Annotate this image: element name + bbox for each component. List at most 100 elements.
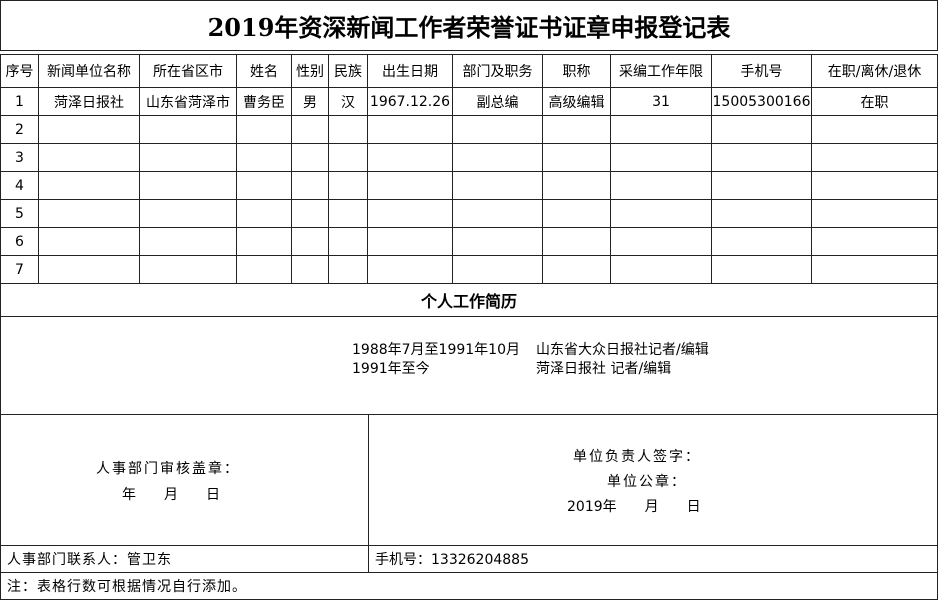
- hr-stamp: 人事部门审核盖章：: [96, 461, 240, 477]
- table-cell: [542, 199, 611, 228]
- table-cell: [711, 227, 812, 256]
- table-cell: [38, 227, 140, 256]
- table-cell: [328, 227, 368, 256]
- table-cell: [236, 115, 292, 144]
- title: 2019年资深新闻工作者荣誉证书证章申报登记表: [0, 0, 938, 51]
- header-cell: 性别: [291, 54, 329, 88]
- table-cell: [291, 143, 329, 172]
- table-cell: [452, 115, 543, 144]
- table-cell: 副总编: [452, 87, 543, 116]
- table-cell: 31: [610, 87, 712, 116]
- table-cell: 汉: [328, 87, 368, 116]
- table-cell: [328, 115, 368, 144]
- header-cell: 采编工作年限: [610, 54, 712, 88]
- table-cell: 4: [0, 171, 39, 200]
- table-cell: [610, 255, 712, 284]
- resume-box: [0, 316, 938, 415]
- table-cell: [38, 255, 140, 284]
- table-cell: [452, 143, 543, 172]
- table-cell: [291, 227, 329, 256]
- table-cell: [291, 255, 329, 284]
- contact-left: 人事部门联系人：管卫东: [0, 545, 369, 573]
- table-cell: [811, 255, 938, 284]
- table-cell: [610, 143, 712, 172]
- table-cell: [811, 171, 938, 200]
- table-cell: [542, 171, 611, 200]
- table-cell: [811, 143, 938, 172]
- header-cell: 新闻单位名称: [38, 54, 140, 88]
- table-cell: 15005300166: [711, 87, 812, 116]
- header-cell: 民族: [328, 54, 368, 88]
- table-cell: [367, 171, 453, 200]
- table-cell: [711, 115, 812, 144]
- table-cell: [711, 255, 812, 284]
- header-cell: 职称: [542, 54, 611, 88]
- table-cell: 1967.12.26: [367, 87, 453, 116]
- table-cell: [542, 255, 611, 284]
- table-cell: [38, 143, 140, 172]
- contact-right: 手机号：13326204885: [368, 545, 938, 573]
- table-cell: [711, 199, 812, 228]
- table-cell: 山东省菏泽市: [139, 87, 237, 116]
- table-cell: [328, 143, 368, 172]
- leader-sign: 单位负责人签字：: [573, 449, 701, 465]
- section-title: 个人工作简历: [0, 283, 938, 317]
- table-cell: [236, 143, 292, 172]
- table-cell: [139, 115, 237, 144]
- header-cell: 出生日期: [367, 54, 453, 88]
- table-cell: [610, 171, 712, 200]
- table-cell: 在职: [811, 87, 938, 116]
- table-cell: [610, 115, 712, 144]
- table-cell: [328, 171, 368, 200]
- table-cell: [38, 115, 140, 144]
- table-cell: [542, 227, 611, 256]
- resume-period: 1991年至今: [352, 361, 430, 377]
- table-cell: 7: [0, 255, 39, 284]
- table-cell: [139, 255, 237, 284]
- table-cell: 3: [0, 143, 39, 172]
- table-cell: [711, 171, 812, 200]
- note: 注：表格行数可根据情况自行添加。: [0, 572, 938, 600]
- table-cell: [610, 227, 712, 256]
- table-cell: 曹务臣: [236, 87, 292, 116]
- table-cell: [291, 171, 329, 200]
- resume-detail: 山东省大众日报社记者/编辑: [536, 342, 709, 358]
- table-cell: [542, 143, 611, 172]
- resume-detail: 菏泽日报社 记者/编辑: [536, 361, 672, 377]
- table-cell: [452, 227, 543, 256]
- approval-left: [0, 414, 369, 546]
- header-cell: 部门及职务: [452, 54, 543, 88]
- table-cell: [610, 199, 712, 228]
- table-cell: [236, 227, 292, 256]
- table-cell: [139, 143, 237, 172]
- table-cell: [811, 199, 938, 228]
- table-cell: [236, 255, 292, 284]
- hr-date: 年 月 日: [122, 487, 220, 503]
- table-cell: [328, 199, 368, 228]
- resume-period: 1988年7月至1991年10月: [352, 342, 520, 358]
- table-cell: [236, 199, 292, 228]
- table-cell: 菏泽日报社: [38, 87, 140, 116]
- table-cell: [367, 227, 453, 256]
- table-cell: 5: [0, 199, 39, 228]
- header-cell: 姓名: [236, 54, 292, 88]
- table-cell: 高级编辑: [542, 87, 611, 116]
- table-cell: [542, 115, 611, 144]
- table-cell: [236, 171, 292, 200]
- table-cell: [291, 199, 329, 228]
- table-cell: 男: [291, 87, 329, 116]
- table-cell: [811, 227, 938, 256]
- table-cell: [38, 199, 140, 228]
- table-cell: [139, 227, 237, 256]
- table-cell: 2: [0, 115, 39, 144]
- header-cell: 手机号: [711, 54, 812, 88]
- table-cell: 1: [0, 87, 39, 116]
- table-cell: [367, 255, 453, 284]
- table-cell: [811, 115, 938, 144]
- unit-date: 2019年 月 日: [567, 499, 701, 515]
- table-cell: [367, 199, 453, 228]
- header-cell: 序号: [0, 54, 39, 88]
- unit-seal: 单位公章：: [607, 474, 687, 490]
- table-cell: [452, 199, 543, 228]
